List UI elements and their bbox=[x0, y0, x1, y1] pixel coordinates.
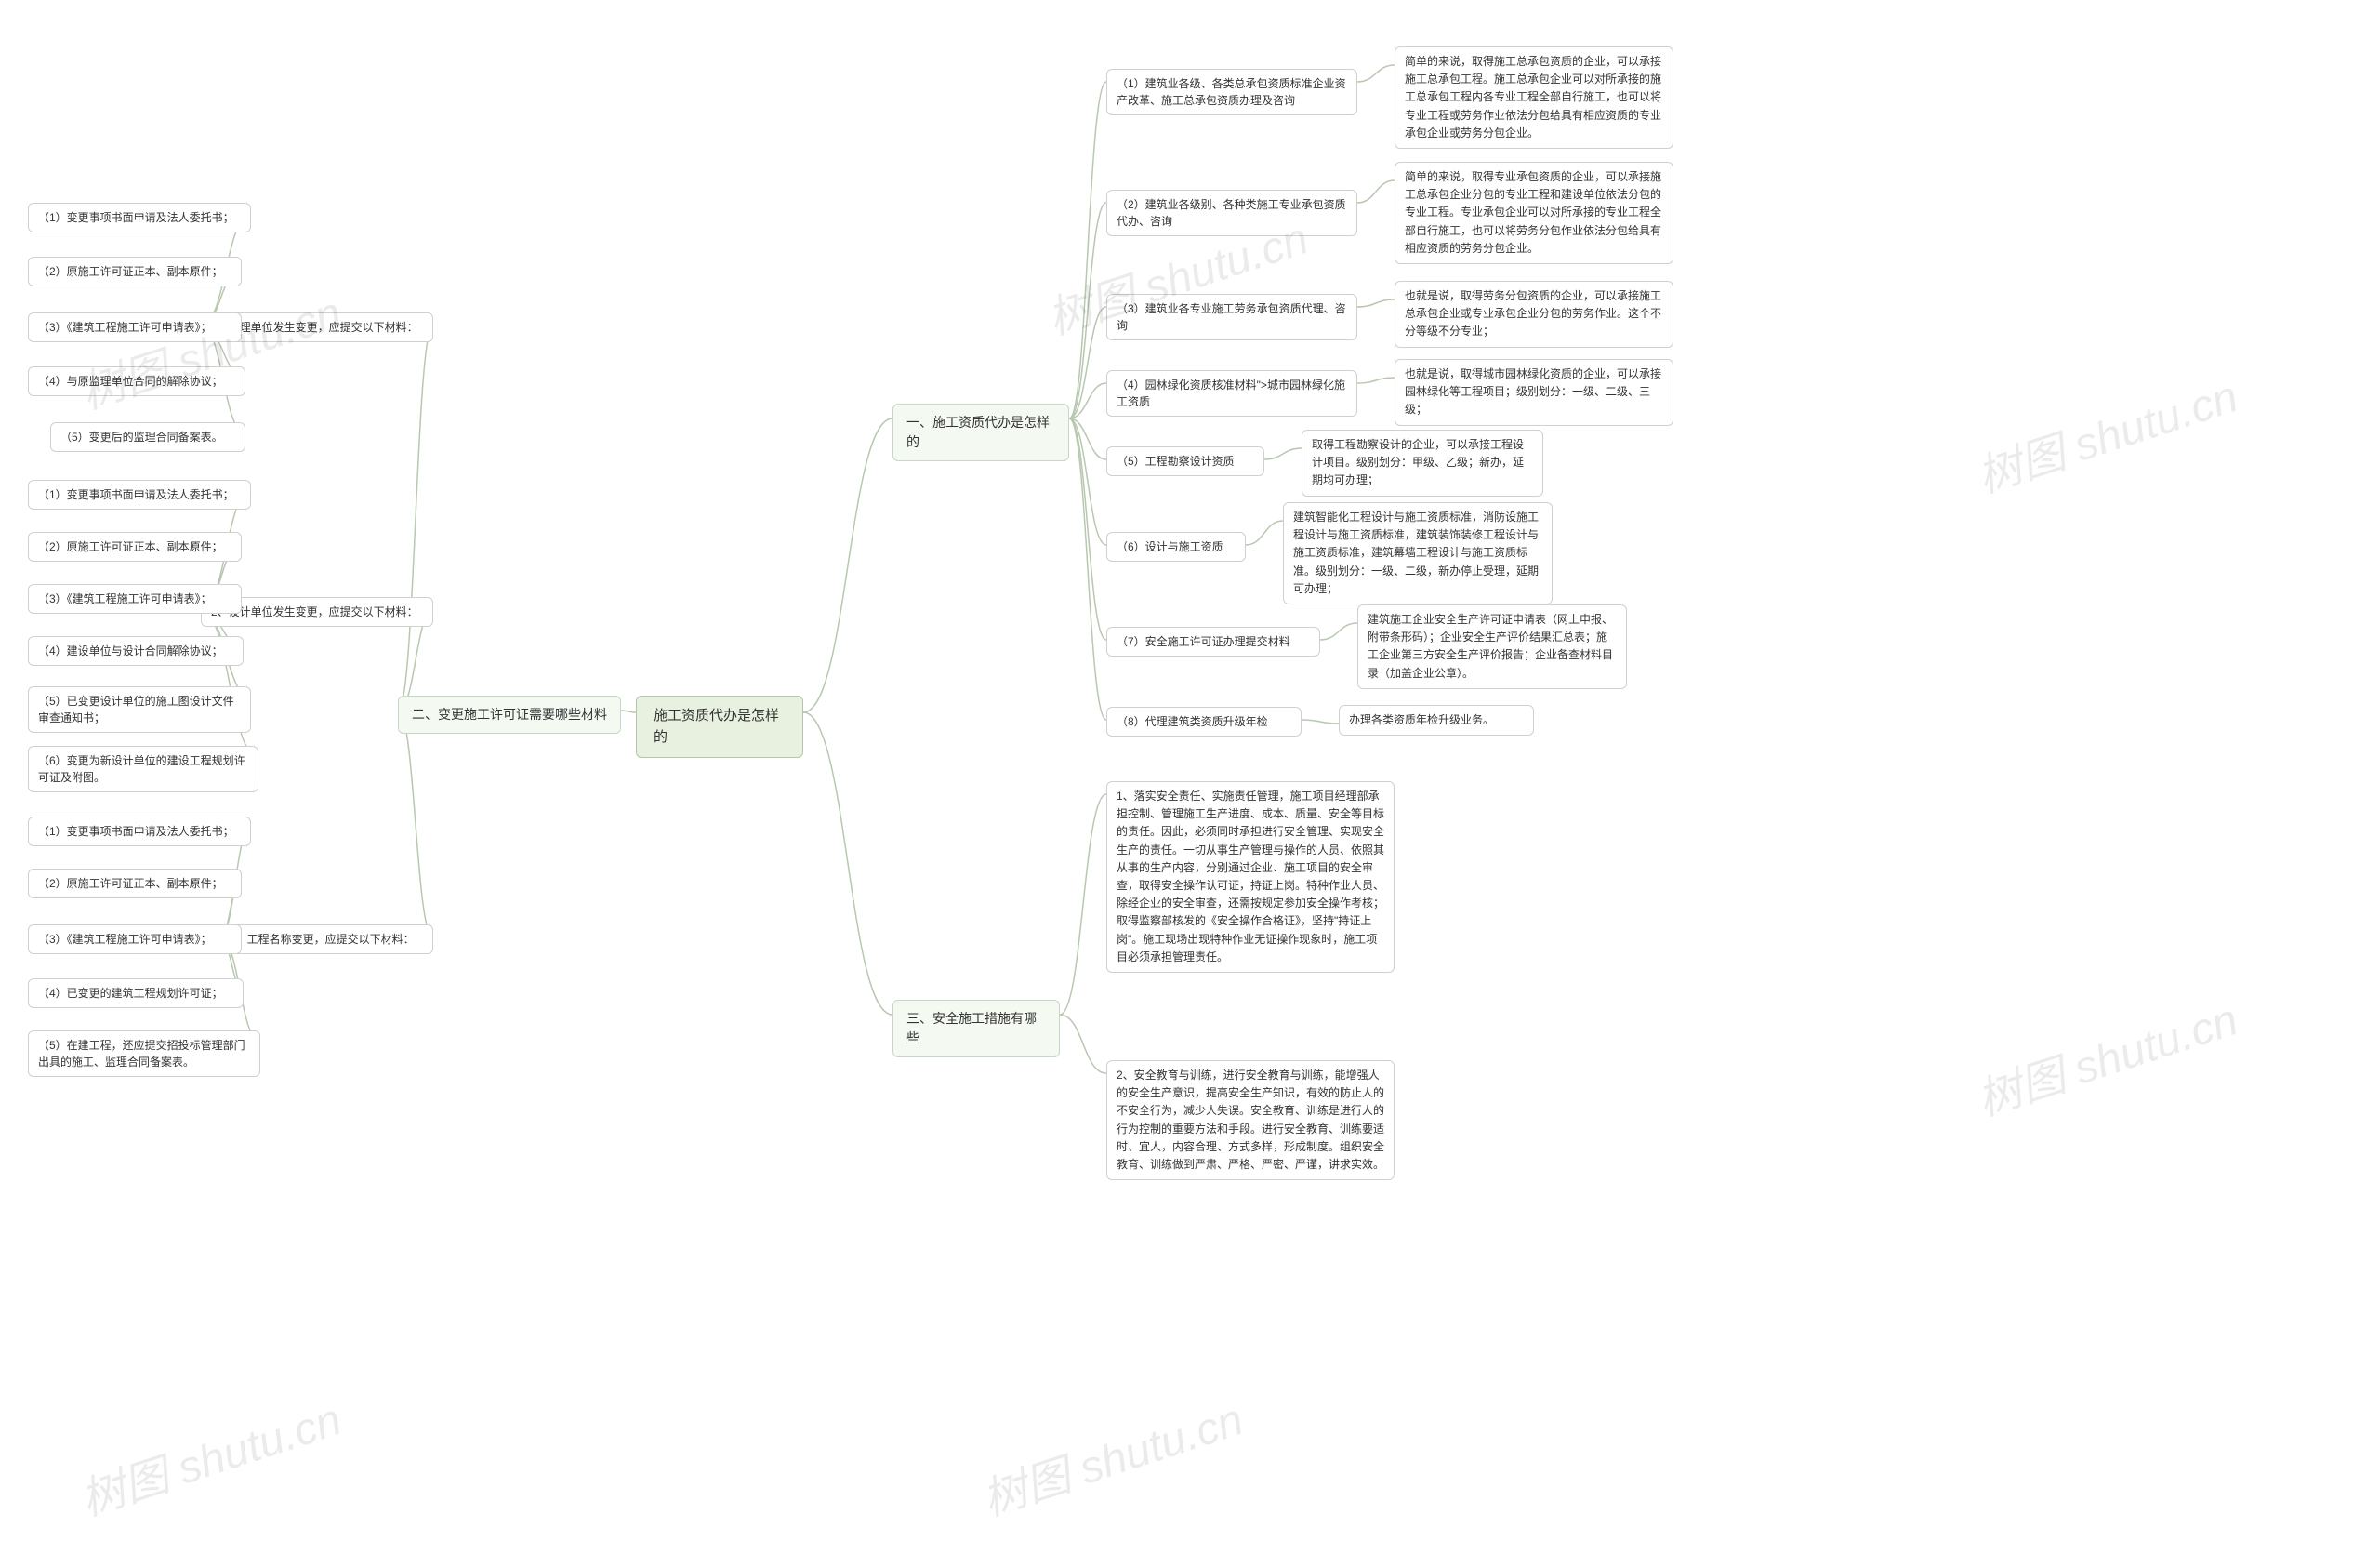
root-node: 施工资质代办是怎样的 bbox=[636, 696, 803, 758]
node-r1-6: （7）安全施工许可证办理提交材料 bbox=[1106, 627, 1320, 657]
item-l2-2-4: （5）在建工程，还应提交招投标管理部门出具的施工、监理合同备案表。 bbox=[28, 1030, 260, 1077]
node-r1-0: （1）建筑业各级、各类总承包资质标准企业资产改革、施工总承包资质办理及咨询 bbox=[1106, 69, 1357, 115]
item-l2-1-5: （6）变更为新设计单位的建设工程规划许可证及附图。 bbox=[28, 746, 258, 792]
item-l2-2-0: （1）变更事项书面申请及法人委托书； bbox=[28, 817, 251, 846]
detail-r1-1: 简单的来说，取得专业承包资质的企业，可以承接施工总承包企业分包的专业工程和建设单… bbox=[1395, 162, 1673, 264]
item-l2-2-1: （2）原施工许可证正本、副本原件； bbox=[28, 869, 242, 898]
node-l2-2: 3、工程名称变更，应提交以下材料： bbox=[219, 924, 433, 954]
item-l2-0-3: （4）与原监理单位合同的解除协议； bbox=[28, 366, 245, 396]
branch-l2: 二、变更施工许可证需要哪些材料 bbox=[398, 696, 621, 734]
mindmap-canvas: 施工资质代办是怎样的 一、施工资质代办是怎样的 （1）建筑业各级、各类总承包资质标准… bbox=[0, 0, 2380, 1554]
item-l2-0-1: （2）原施工许可证正本、副本原件； bbox=[28, 257, 242, 286]
item-l2-1-1: （2）原施工许可证正本、副本原件； bbox=[28, 532, 242, 562]
item-l2-0-0: （1）变更事项书面申请及法人委托书； bbox=[28, 203, 251, 232]
item-l2-2-3: （4）已变更的建筑工程规划许可证； bbox=[28, 978, 244, 1008]
detail-r1-7: 办理各类资质年检升级业务。 bbox=[1339, 705, 1534, 736]
item-l2-1-2: （3）《建筑工程施工许可申请表》； bbox=[28, 584, 242, 614]
detail-r1-3: 也就是说，取得城市园林绿化资质的企业，可以承接园林绿化等工程项目；级别划分：一级… bbox=[1395, 359, 1673, 426]
detail-r1-2: 也就是说，取得劳务分包资质的企业，可以承接施工总承包企业或专业承包企业分包的劳务… bbox=[1395, 281, 1673, 348]
node-r1-1: （2）建筑业各级别、各种类施工专业承包资质代办、咨询 bbox=[1106, 190, 1357, 236]
item-l2-0-4: （5）变更后的监理合同备案表。 bbox=[50, 422, 245, 452]
node-r1-7: （8）代理建筑类资质升级年检 bbox=[1106, 707, 1302, 737]
node-r1-5: （6）设计与施工资质 bbox=[1106, 532, 1246, 562]
branch-r1: 一、施工资质代办是怎样的 bbox=[892, 404, 1069, 461]
node-r1-4: （5）工程勘察设计资质 bbox=[1106, 446, 1264, 476]
item-l2-1-3: （4）建设单位与设计合同解除协议； bbox=[28, 636, 244, 666]
node-r3-1: 2、安全教育与训练，进行安全教育与训练，能增强人的安全生产意识，提高安全生产知识… bbox=[1106, 1060, 1395, 1180]
detail-r1-0: 简单的来说，取得施工总承包资质的企业，可以承接施工总承包工程。施工总承包企业可以… bbox=[1395, 46, 1673, 149]
item-l2-2-2: （3）《建筑工程施工许可申请表》； bbox=[28, 924, 242, 954]
node-r1-2: （3）建筑业各专业施工劳务承包资质代理、咨询 bbox=[1106, 294, 1357, 340]
item-l2-1-0: （1）变更事项书面申请及法人委托书； bbox=[28, 480, 251, 510]
node-r3-0: 1、落实安全责任、实施责任管理，施工项目经理部承担控制、管理施工生产进度、成本、… bbox=[1106, 781, 1395, 973]
detail-r1-6: 建筑施工企业安全生产许可证申请表（网上申报、附带条形码）；企业安全生产评价结果汇… bbox=[1357, 604, 1627, 689]
detail-r1-5: 建筑智能化工程设计与施工资质标准，消防设施工程设计与施工资质标准，建筑装饰装修工… bbox=[1283, 502, 1553, 604]
item-l2-1-4: （5）已变更设计单位的施工图设计文件审查通知书； bbox=[28, 686, 251, 733]
node-r1-3: （4）园林绿化资质核准材料">城市园林绿化施工资质 bbox=[1106, 370, 1357, 417]
item-l2-0-2: （3）《建筑工程施工许可申请表》； bbox=[28, 312, 242, 342]
detail-r1-4: 取得工程勘察设计的企业，可以承接工程设计项目。级别划分：甲级、乙级；新办，延期均… bbox=[1302, 430, 1543, 497]
branch-r3: 三、安全施工措施有哪些 bbox=[892, 1000, 1060, 1057]
